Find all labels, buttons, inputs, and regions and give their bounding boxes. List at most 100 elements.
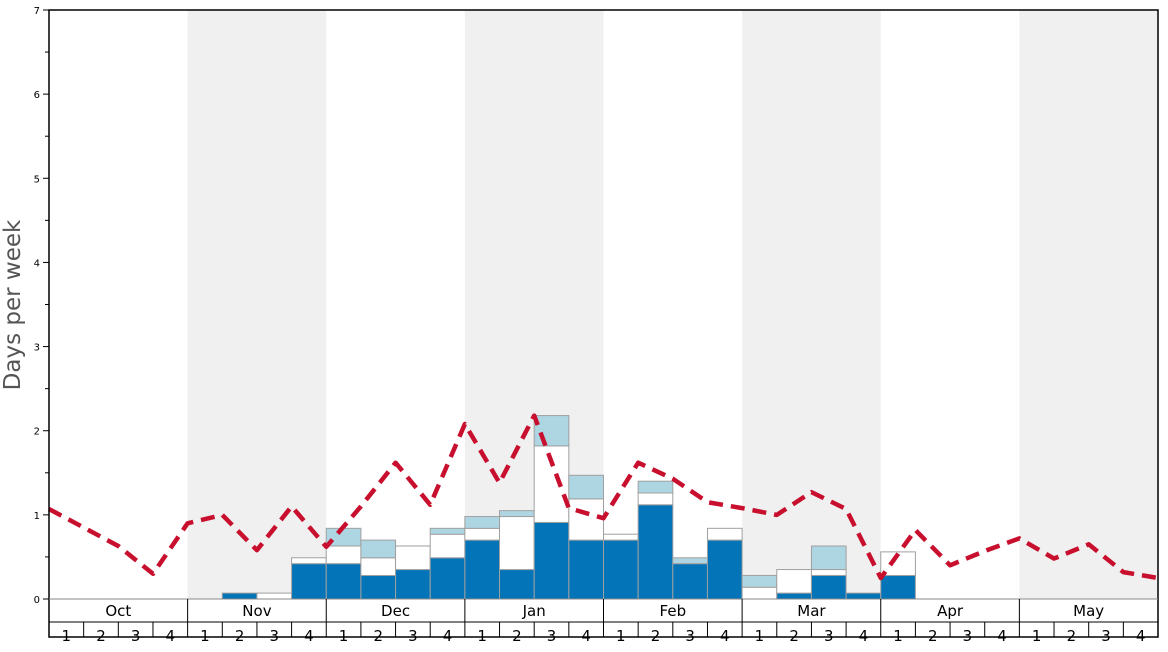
- week-label: 4: [581, 627, 591, 645]
- bar-dark-week-16: [568, 539, 604, 600]
- week-label: 1: [755, 627, 765, 645]
- bar-white-week-25: [880, 551, 916, 576]
- week-label: 4: [166, 627, 176, 645]
- bar-white-week-21: [741, 586, 778, 600]
- week-label: 1: [893, 627, 903, 645]
- month-label-may: May: [1073, 602, 1104, 620]
- month-shade-mar: [742, 10, 881, 599]
- bar-white-week-20: [706, 527, 743, 541]
- week-label: 4: [997, 627, 1007, 645]
- bar-light-week-14: [499, 510, 535, 518]
- bar-white-week-18: [637, 492, 674, 506]
- month-label-feb: Feb: [660, 602, 687, 620]
- month-shade-nov: [187, 10, 327, 599]
- bar-light-week-12: [429, 527, 466, 535]
- week-label: 2: [789, 627, 799, 645]
- bar-dark-week-11: [395, 569, 431, 600]
- y-tick-label: 1: [34, 511, 40, 522]
- week-label: 4: [1136, 627, 1146, 645]
- month-label-nov: Nov: [242, 602, 271, 620]
- week-label: 2: [373, 627, 383, 645]
- bar-dark-week-15: [533, 521, 570, 600]
- bar-white-week-22: [776, 569, 812, 594]
- y-axis-label: Days per week: [0, 219, 26, 390]
- week-label: 3: [963, 627, 973, 645]
- bar-dark-week-17: [603, 539, 639, 600]
- bar-white-week-23: [810, 569, 847, 576]
- bar-light-week-16: [568, 474, 604, 500]
- bar-dark-week-12: [429, 557, 466, 600]
- bar-dark-week-24: [845, 592, 882, 600]
- y-ticks-layer: 0 1 2 3 4 5 6 7: [34, 6, 49, 606]
- bar-light-week-18: [637, 480, 674, 494]
- week-label: 3: [547, 627, 557, 645]
- week-label: 1: [339, 627, 349, 645]
- bar-dark-week-22: [776, 592, 812, 600]
- bar-dark-week-19: [672, 563, 708, 600]
- month-shade-may: [1019, 10, 1158, 599]
- bar-white-week-10: [360, 557, 397, 576]
- bar-dark-week-10: [360, 574, 397, 600]
- bar-dark-week-14: [499, 569, 535, 600]
- bar-white-week-11: [395, 545, 431, 571]
- week-label: 3: [685, 627, 695, 645]
- y-tick-label: 2: [34, 427, 40, 438]
- week-label: 2: [512, 627, 522, 645]
- week-label: 3: [408, 627, 418, 645]
- month-label-mar: Mar: [797, 602, 826, 620]
- week-label: 4: [720, 627, 730, 645]
- month-label-jan: Jan: [522, 602, 546, 620]
- week-label: 2: [928, 627, 938, 645]
- week-label: 3: [824, 627, 834, 645]
- week-label: 2: [1067, 627, 1077, 645]
- week-label: 3: [131, 627, 141, 645]
- week-label: 1: [1032, 627, 1042, 645]
- week-label: 4: [859, 627, 869, 645]
- bar-light-week-23: [810, 545, 847, 571]
- y-tick-label: 5: [34, 174, 40, 185]
- bar-light-week-15: [533, 415, 570, 447]
- bar-dark-week-6: [221, 592, 258, 600]
- month-label-apr: Apr: [937, 602, 964, 620]
- bar-white-week-9: [325, 545, 362, 565]
- week-label: 1: [62, 627, 72, 645]
- y-tick-label: 7: [34, 6, 40, 17]
- bar-light-week-21: [741, 574, 778, 588]
- bar-white-week-16: [568, 498, 604, 541]
- trend-line-layer: [47, 413, 1159, 581]
- week-label: 3: [269, 627, 279, 645]
- week-label: 2: [96, 627, 106, 645]
- bar-dark-week-23: [810, 574, 847, 600]
- week-label: 4: [443, 627, 453, 645]
- bar-light-week-13: [464, 516, 501, 529]
- bar-dark-week-9: [325, 563, 362, 600]
- bars-layer: [221, 415, 916, 600]
- bar-white-week-13: [464, 527, 501, 541]
- bar-dark-week-18: [637, 504, 674, 600]
- bar-dark-week-20: [706, 539, 743, 600]
- bar-white-week-7: [256, 592, 293, 600]
- bar-dark-week-25: [880, 574, 916, 600]
- week-label: 1: [616, 627, 626, 645]
- bar-white-week-12: [429, 533, 466, 559]
- week-label: 1: [477, 627, 487, 645]
- bar-dark-week-13: [464, 539, 501, 600]
- month-label-oct: Oct: [105, 602, 131, 620]
- y-tick-label: 6: [34, 90, 40, 101]
- week-label: 4: [304, 627, 314, 645]
- bar-white-week-17: [603, 533, 639, 541]
- bar-dark-week-8: [291, 563, 327, 600]
- week-label: 1: [200, 627, 210, 645]
- bar-white-week-14: [499, 516, 535, 571]
- bar-light-week-10: [360, 539, 397, 559]
- month-shading-layer: [187, 10, 1158, 599]
- week-label: 2: [235, 627, 245, 645]
- y-tick-label: 4: [34, 258, 40, 269]
- y-tick-label: 0: [34, 595, 40, 606]
- x-axis-layer: Oct 1 2 3 4 Nov 1 2 3 4 Dec 1 2 3 4 Jan 1 2 3 4 Feb 1 2 3 4 Mar 1 2…: [49, 599, 1158, 645]
- trend-line: [47, 413, 1159, 581]
- bar-light-week-19: [672, 557, 708, 565]
- month-label-dec: Dec: [381, 602, 410, 620]
